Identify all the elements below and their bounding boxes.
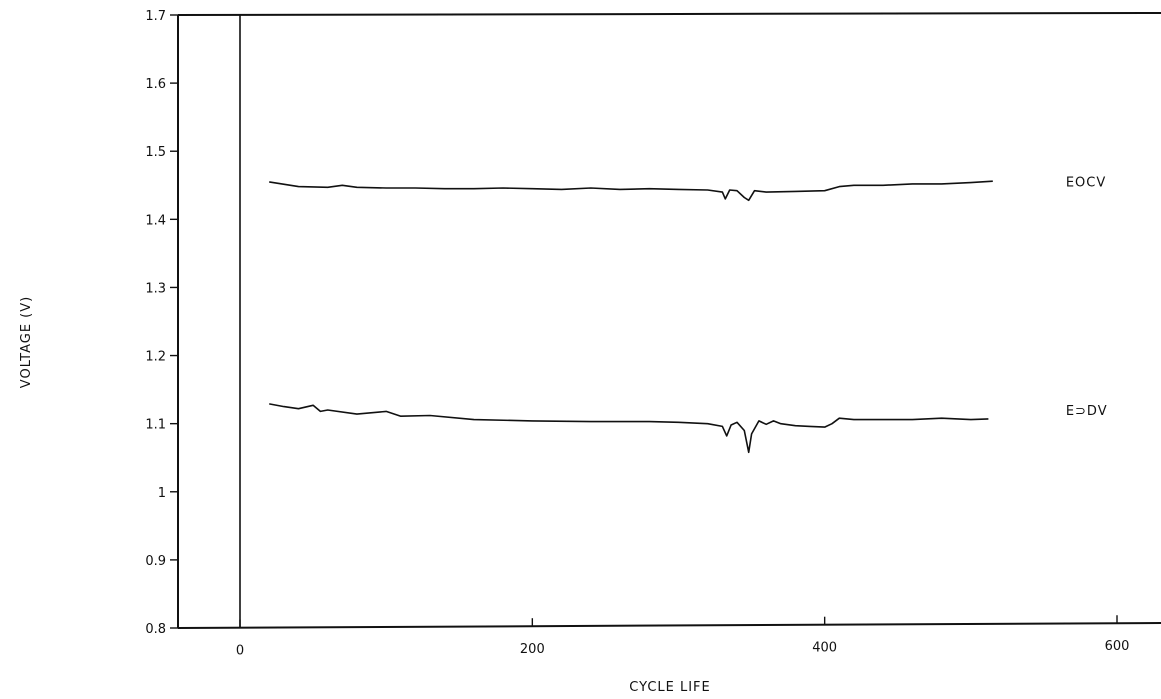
y-tick-label: 1.1: [145, 418, 166, 433]
y-tick-label: 1.4: [145, 213, 166, 228]
x-tick-label: 600: [1105, 639, 1130, 654]
x-axis-line: [177, 622, 1161, 629]
y-tick-label: 0.9: [145, 554, 166, 569]
series-label: E⊃DV: [1066, 404, 1108, 419]
x-tick-label: 200: [520, 642, 545, 657]
y-tick-label: 1: [158, 486, 166, 501]
y-axis: 0.8 0.9 1 1.1 1.2 1.3 1.4 1.5 1.6 1.7: [145, 9, 178, 637]
series-line-eodv: [269, 403, 989, 454]
x-axis-title: CYCLE LIFE: [629, 680, 711, 695]
y-tick-label: 1.2: [145, 350, 166, 365]
y-axis-title: VOLTAGE (V): [19, 296, 34, 388]
series-line-eocv: [269, 180, 993, 202]
x-axis: 0 200 400 600: [236, 615, 1130, 659]
plot-frame: [177, 12, 1161, 629]
y-tick-label: 1.7: [145, 9, 166, 24]
y-tick-label: 1.6: [145, 77, 166, 92]
series-label: EOCV: [1066, 176, 1106, 191]
x-tick-label: 400: [812, 641, 837, 656]
y-tick-label: 0.8: [145, 622, 166, 637]
top-border-line: [177, 12, 1161, 16]
series-group: [269, 180, 993, 454]
y-tick-label: 1.3: [145, 281, 166, 296]
x-tick-label: 0: [236, 644, 244, 659]
y-tick-label: 1.5: [145, 145, 166, 160]
series-labels: EOCV E⊃DV: [1066, 176, 1108, 419]
